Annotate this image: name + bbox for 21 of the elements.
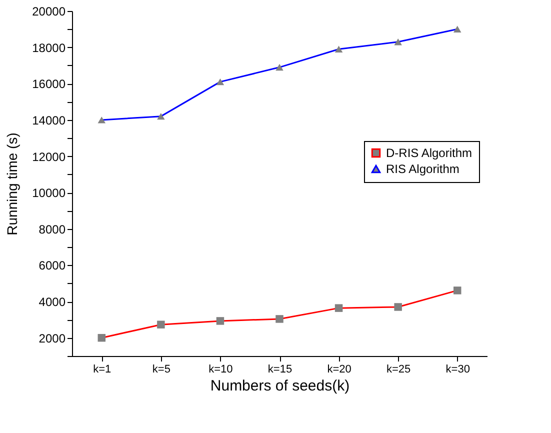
legend-label: RIS Algorithm — [386, 162, 460, 176]
y-tick-label: 8000 — [38, 222, 66, 236]
x-tick-label: k=1 — [93, 364, 112, 376]
x-axis-title: Numbers of seeds(k) — [210, 378, 350, 394]
x-tick-label: k=25 — [386, 364, 411, 376]
y-axis-title: Running time (s) — [4, 132, 20, 236]
y-tick-label: 12000 — [32, 150, 66, 164]
y-tick-label: 4000 — [38, 295, 66, 310]
x-tick-label: k=5 — [152, 364, 170, 376]
y-tick-label: 16000 — [32, 77, 66, 92]
legend-label: D-RIS Algorithm — [386, 146, 472, 160]
y-tick-label: 6000 — [38, 258, 66, 273]
y-tick-label: 2000 — [38, 331, 66, 346]
x-tick-label: k=15 — [268, 364, 292, 376]
y-tick-label: 14000 — [32, 113, 66, 128]
y-tick-label: 18000 — [32, 40, 66, 55]
y-tick-label: 20000 — [32, 4, 66, 18]
y-tick-label: 10000 — [32, 186, 66, 200]
x-tick-label: k=10 — [208, 364, 233, 376]
x-tick-label: k=20 — [327, 364, 352, 376]
x-tick-label: k=30 — [446, 364, 470, 376]
